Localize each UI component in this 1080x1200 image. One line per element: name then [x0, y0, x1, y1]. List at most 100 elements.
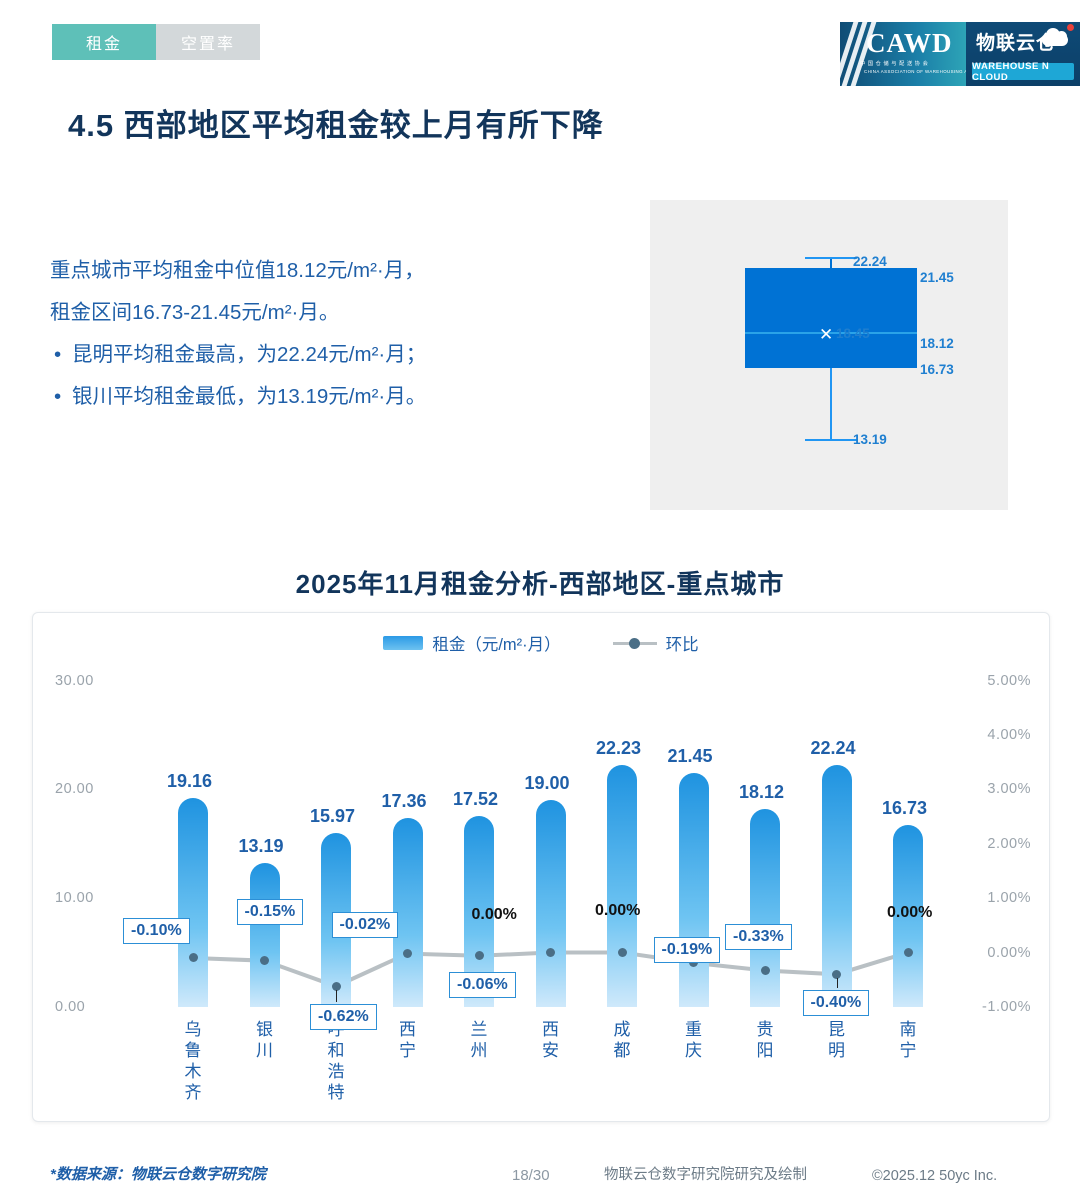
x-axis-label-7: 成都 [613, 1020, 631, 1060]
bar-value-8: 21.45 [667, 746, 713, 767]
bar-value-9: 18.12 [739, 782, 785, 803]
bar-value-3: 15.97 [310, 805, 356, 826]
summary-line-1: 重点城市平均租金中位值18.12元/m²·月， [50, 259, 425, 282]
boxplot-label-mean: 18.45 [836, 326, 870, 341]
bar-value-1: 19.16 [167, 771, 213, 792]
mom-marker-3 [331, 981, 341, 991]
cawd-logo: CAWD 中 国 仓 储 与 配 送 协 会 CHINA ASSOCIATION… [840, 22, 970, 86]
wuliany-logo-en: WAREHOUSE N CLOUD [972, 61, 1074, 83]
mom-marker-9 [760, 965, 770, 975]
boxplot-label-lower: 13.19 [853, 432, 887, 447]
x-axis-label-1: 乌鲁木齐 [184, 1020, 202, 1102]
bar-7 [607, 764, 637, 1007]
bar-6 [535, 799, 566, 1007]
boxplot-label-q1: 16.73 [920, 362, 954, 377]
x-axis-label-8: 重庆 [685, 1020, 702, 1060]
label-connector-3 [336, 990, 337, 1003]
mom-label-9: -0.33% [725, 924, 792, 951]
cawd-logo-text: CAWD [866, 28, 953, 58]
cloud-icon [1038, 26, 1072, 48]
summary-line-2: 租金区间16.73-21.45元/m²·月。 [50, 301, 340, 324]
rent-chart-card: 租金（元/m²·月） 环比 30.00 20.00 10.00 0.00 5.0… [32, 612, 1050, 1122]
bar-value-5: 17.52 [453, 789, 499, 810]
mom-label-7: 0.00% [595, 901, 641, 919]
bar-1 [178, 798, 208, 1007]
chart-footer [33, 1069, 1049, 1121]
summary-bullet-1: 昆明平均租金最高，为22.24元/m²·月； [50, 334, 650, 376]
data-source-note: *数据来源：物联云仓数字研究院 [50, 1166, 266, 1183]
y-axis-left-tick-1: 20.00 [55, 781, 94, 797]
y-axis-left-tick-2: 10.00 [55, 890, 94, 906]
svg-text:✕: ✕ [819, 325, 833, 344]
bar-value-2: 13.19 [238, 836, 284, 857]
bar-value-6: 19.00 [524, 772, 570, 793]
footer-copyright: ©2025.12 50yc Inc. [872, 1168, 998, 1184]
y-axis-right-tick-6: -1.00% [982, 999, 1031, 1015]
mom-label-5: -0.06% [449, 971, 516, 998]
bar-value-4: 17.36 [381, 790, 427, 811]
page-number: 18/30 [512, 1167, 550, 1184]
tab-rent-label: 租金 [85, 36, 122, 53]
y-axis-left-tick-0: 30.00 [55, 673, 94, 689]
legend-label-rent: 租金（元/m²·月） [432, 636, 561, 654]
y-axis-right-tick-1: 4.00% [987, 727, 1031, 743]
boxplot-chart: ✕ 22.24 21.45 18.45 18.12 16.73 13.19 [650, 200, 1008, 510]
y-axis-right-tick-3: 2.00% [987, 836, 1031, 852]
mom-marker-8 [689, 958, 698, 968]
legend-line-swatch-icon [612, 637, 657, 649]
mom-label-3: -0.62% [310, 1004, 377, 1031]
x-axis-label-2: 银川 [256, 1020, 273, 1060]
mom-marker-4 [403, 949, 412, 959]
x-axis-label-10: 昆明 [828, 1020, 845, 1060]
x-axis-label-4: 西宁 [399, 1020, 416, 1060]
red-dot-icon [1067, 24, 1074, 31]
mom-marker-1 [188, 953, 198, 963]
legend-item-mom[interactable]: 环比 [612, 631, 699, 655]
legend-item-rent[interactable]: 租金（元/m²·月） [383, 631, 561, 655]
page-title: 4.5 西部地区平均租金较上月有所下降 [68, 108, 604, 143]
mom-marker-2 [260, 956, 269, 966]
mom-marker-7 [617, 948, 627, 957]
bar-10 [821, 764, 852, 1007]
boxplot-label-median: 18.12 [920, 336, 954, 351]
mom-label-11: 0.00% [887, 903, 933, 921]
slash-decor-icon [840, 22, 879, 86]
bar-11 [893, 824, 923, 1007]
summary-text: 重点城市平均租金中位值18.12元/m²·月， 租金区间16.73-21.45元… [50, 250, 650, 418]
footer-note: 物联云仓数字研究院研究及绘制 [604, 1167, 807, 1183]
x-axis-label-11: 南宁 [899, 1020, 917, 1060]
tab-rent[interactable]: 租金 [52, 24, 156, 60]
mom-marker-11 [903, 948, 913, 957]
chart-plot-area: 30.00 20.00 10.00 0.00 5.00% 4.00% 3.00%… [33, 613, 1049, 1121]
cawd-logo-sub-en: CHINA ASSOCIATION OF WAREHOUSING AND DIS… [864, 69, 970, 74]
legend-label-mom: 环比 [665, 636, 699, 654]
boxplot-graphic: ✕ [745, 257, 917, 441]
mom-marker-5 [474, 951, 484, 961]
boxplot-label-q3: 21.45 [920, 270, 954, 285]
x-axis-label-5: 兰州 [470, 1020, 488, 1060]
mom-marker-6 [546, 948, 555, 957]
bar-2 [249, 863, 280, 1007]
mom-label-1: -0.10% [123, 917, 190, 944]
tab-vacancy[interactable]: 空置率 [156, 24, 260, 60]
y-axis-right-tick-2: 3.00% [987, 781, 1031, 797]
chart-legend: 租金（元/m²·月） 环比 [33, 631, 1049, 655]
bar-8 [678, 773, 709, 1007]
y-axis-right-tick-5: 0.00% [987, 945, 1031, 961]
y-axis-left-tick-3: 0.00 [55, 999, 86, 1015]
cawd-logo-sub-cn: 中 国 仓 储 与 配 送 协 会 [860, 61, 929, 67]
x-axis-label-6: 西安 [542, 1020, 559, 1060]
label-connector-10 [836, 978, 838, 989]
bar-9 [750, 809, 780, 1007]
wuliany-logo: 物联云仓 WAREHOUSE N CLOUD [966, 22, 1080, 86]
bar-value-10: 22.24 [810, 737, 856, 758]
summary-bullet-2: 银川平均租金最低，为13.19元/m²·月。 [50, 376, 650, 418]
mom-label-8: -0.19% [653, 936, 721, 963]
tab-bar: 租金 空置率 [52, 24, 260, 60]
y-axis-right-tick-0: 5.00% [987, 673, 1031, 689]
chart-title: 2025年11月租金分析-西部地区-重点城市 [269, 560, 811, 605]
mom-label-4: -0.02% [331, 911, 399, 938]
boxplot-label-upper: 22.24 [853, 254, 887, 269]
tab-vacancy-label: 空置率 [180, 36, 235, 53]
mom-label-10: -0.40% [802, 990, 870, 1017]
